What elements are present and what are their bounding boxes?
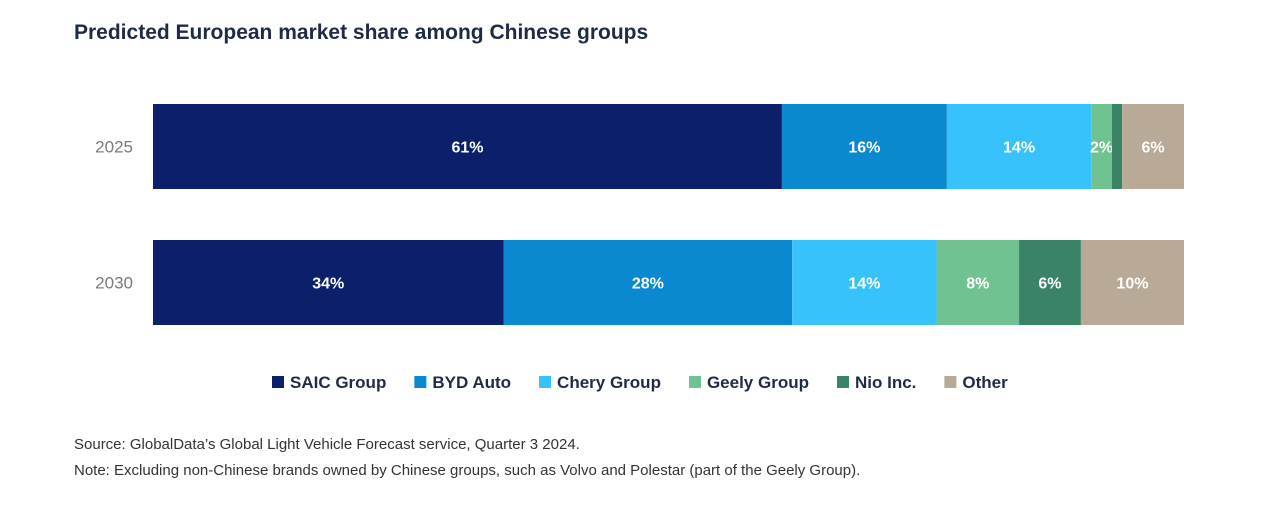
- source-note: Source: GlobalData’s Global Light Vehicl…: [74, 436, 580, 453]
- category-label-2030: 2030: [95, 274, 133, 293]
- legend-label-other: Other: [962, 373, 1008, 392]
- bar-segment-geely-group-2030: [936, 240, 1020, 325]
- bar-segment-byd-auto-2025: [781, 104, 947, 189]
- legend-swatch-other: [944, 376, 957, 388]
- data-label: 61%: [451, 140, 483, 157]
- footnote: Note: Excluding non-Chinese brands owned…: [74, 462, 861, 479]
- legend-label-nio-inc-: Nio Inc.: [855, 373, 916, 392]
- bar-segment-byd-auto-2030: [503, 240, 793, 325]
- legend-swatch-chery-group: [539, 376, 552, 388]
- data-label: 16%: [848, 140, 880, 157]
- legend-label-byd-auto: BYD Auto: [432, 373, 511, 392]
- bar-segment-chery-group-2025: [946, 104, 1092, 189]
- data-label: 6%: [1038, 276, 1061, 293]
- legend-swatch-byd-auto: [414, 376, 427, 388]
- legend-label-chery-group: Chery Group: [557, 373, 661, 392]
- data-label: 6%: [1142, 140, 1165, 157]
- legend-label-geely-group: Geely Group: [707, 373, 809, 392]
- data-label: 2%: [1090, 140, 1113, 157]
- bar-segment-other-2025: [1122, 104, 1184, 189]
- bar-segment-other-2030: [1080, 240, 1184, 325]
- bar-segment-chery-group-2030: [792, 240, 937, 325]
- category-label-2025: 2025: [95, 138, 133, 157]
- bar-segment-nio-inc--2025: [1111, 104, 1123, 189]
- legend-swatch-geely-group: [688, 376, 701, 388]
- data-label: 14%: [848, 276, 880, 293]
- data-label: 8%: [966, 276, 989, 293]
- data-label: 34%: [312, 276, 344, 293]
- data-label: 14%: [1003, 140, 1035, 157]
- bar-segment-saic-group-2030: [153, 240, 504, 325]
- chart-title: Predicted European market share among Ch…: [74, 21, 649, 44]
- bar-segment-nio-inc--2030: [1019, 240, 1081, 325]
- data-label: 10%: [1116, 276, 1148, 293]
- data-label: 28%: [632, 276, 664, 293]
- legend-swatch-saic-group: [272, 376, 284, 388]
- bar-segment-geely-group-2025: [1091, 104, 1112, 189]
- legend-label-saic-group: SAIC Group: [290, 373, 386, 392]
- bar-segment-saic-group-2025: [153, 104, 782, 189]
- legend-swatch-nio-inc-: [836, 376, 849, 388]
